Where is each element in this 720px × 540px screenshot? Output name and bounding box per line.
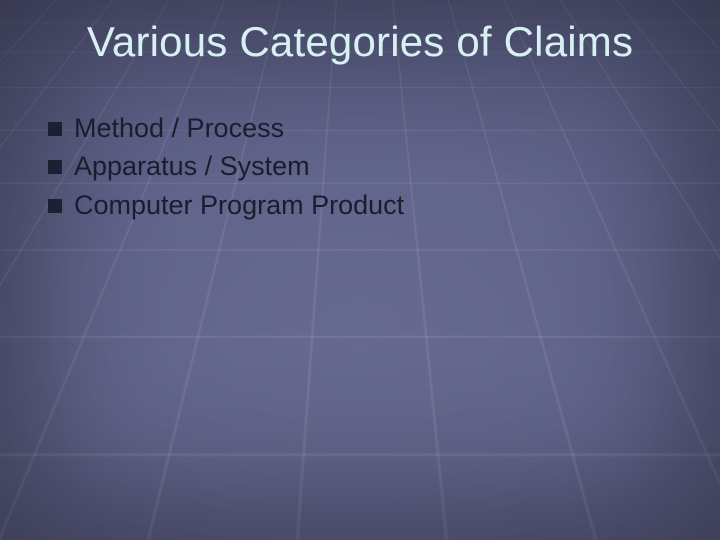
slide: Various Categories of Claims Method / Pr… xyxy=(0,0,720,540)
bullet-list: Method / Process Apparatus / System Comp… xyxy=(48,110,680,225)
list-item: Computer Program Product xyxy=(48,187,680,223)
square-bullet-icon xyxy=(48,122,62,136)
perspective-grid xyxy=(0,0,720,540)
list-item: Method / Process xyxy=(48,110,680,146)
bullet-text: Method / Process xyxy=(74,110,284,146)
bullet-text: Apparatus / System xyxy=(74,148,310,184)
square-bullet-icon xyxy=(48,199,62,213)
slide-title: Various Categories of Claims xyxy=(0,18,720,66)
bullet-text: Computer Program Product xyxy=(74,187,404,223)
square-bullet-icon xyxy=(48,160,62,174)
list-item: Apparatus / System xyxy=(48,148,680,184)
